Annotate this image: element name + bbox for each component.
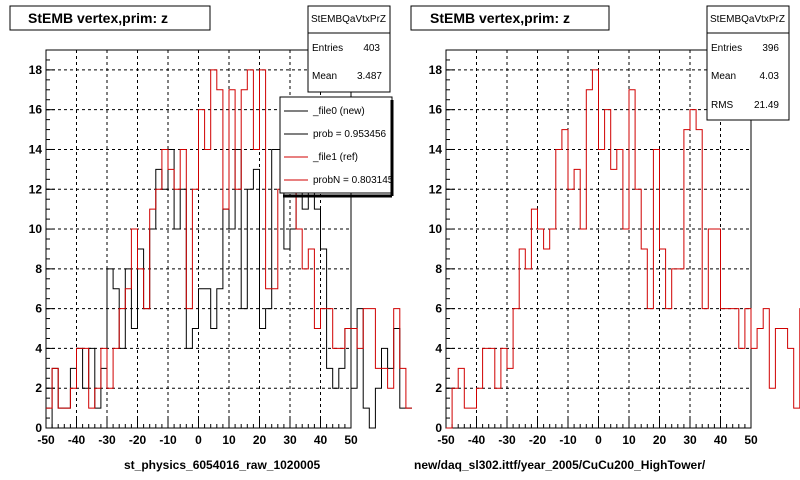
x-tick-label: -40 bbox=[468, 433, 486, 447]
left-title: StEMB vertex,prim: z bbox=[28, 10, 168, 26]
x-tick-label: -20 bbox=[129, 433, 147, 447]
y-tick-label: 0 bbox=[435, 421, 442, 435]
left-stats-entries-value: 403 bbox=[363, 43, 380, 54]
x-tick-label: 20 bbox=[653, 433, 667, 447]
legend-label-probN: probN = 0.803145 bbox=[313, 175, 394, 186]
histogram-series bbox=[446, 69, 800, 429]
histogram-file1-ref bbox=[46, 69, 412, 409]
x-tick-label: -20 bbox=[529, 433, 547, 447]
y-tick-label: 10 bbox=[29, 222, 43, 236]
x-tick-label: 30 bbox=[683, 433, 697, 447]
x-tick-label: -30 bbox=[498, 433, 516, 447]
right-title: StEMB vertex,prim: z bbox=[430, 10, 570, 26]
x-tick-label: 40 bbox=[314, 433, 328, 447]
legend-label-file1: _file1 (ref) bbox=[312, 152, 358, 163]
x-tick-label: -40 bbox=[68, 433, 86, 447]
left-stats-mean-label: Mean bbox=[312, 71, 337, 82]
x-tick-label: 10 bbox=[622, 433, 636, 447]
y-tick-label: 12 bbox=[29, 182, 43, 196]
y-tick-label: 8 bbox=[435, 262, 442, 276]
left-panel: StEMB vertex,prim: z -50 -40 -30 -20 -10 0 10 2… bbox=[9, 5, 412, 472]
legend-label-file0: _file0 (new) bbox=[312, 106, 365, 117]
y-tick-label: 16 bbox=[29, 103, 43, 117]
left-stats-entries-label: Entries bbox=[312, 43, 343, 54]
right-stats-mean-value: 4.03 bbox=[760, 71, 780, 82]
x-tick-label: -50 bbox=[437, 433, 455, 447]
x-tick-label: 30 bbox=[283, 433, 297, 447]
x-tick-label: -50 bbox=[37, 433, 55, 447]
y-tick-label: 14 bbox=[429, 142, 443, 156]
y-tick-label: 6 bbox=[35, 302, 42, 316]
y-tick-label: 16 bbox=[429, 103, 443, 117]
y-tick-label: 8 bbox=[35, 262, 42, 276]
right-stats-box: StEMBQaVtxPrZ Entries 396 Mean 4.03 RMS … bbox=[706, 5, 790, 121]
right-stats-name: StEMBQaVtxPrZ bbox=[710, 14, 785, 25]
legend: _file0 (new) prob = 0.953456 _file1 (ref… bbox=[279, 96, 394, 198]
y-tick-label: 18 bbox=[429, 63, 443, 77]
y-tick-label: 18 bbox=[29, 63, 43, 77]
right-stats-mean-label: Mean bbox=[711, 71, 736, 82]
x-tick-label: 0 bbox=[195, 433, 202, 447]
y-tick-label: 14 bbox=[29, 142, 43, 156]
left-stats-box: StEMBQaVtxPrZ Entries 403 Mean 3.487 bbox=[307, 5, 391, 93]
x-tick-label: -10 bbox=[559, 433, 577, 447]
x-tick-label: 50 bbox=[744, 433, 758, 447]
left-stats-mean-value: 3.487 bbox=[357, 71, 382, 82]
right-stats-rms-label: RMS bbox=[711, 100, 734, 111]
left-stats-name: StEMBQaVtxPrZ bbox=[311, 14, 386, 25]
right-x-axis-label: new/daq_sl302.ittf/year_2005/CuCu200_Hig… bbox=[414, 458, 706, 472]
y-tick-label: 4 bbox=[35, 341, 42, 355]
right-stats-rms-value: 21.49 bbox=[754, 100, 779, 111]
left-x-axis-label: st_physics_6054016_raw_1020005 bbox=[124, 458, 320, 472]
x-tick-label: 20 bbox=[253, 433, 267, 447]
x-tick-label: 0 bbox=[595, 433, 602, 447]
right-stats-entries-label: Entries bbox=[711, 43, 742, 54]
x-tick-label: -30 bbox=[98, 433, 116, 447]
right-stats-entries-value: 396 bbox=[762, 43, 779, 54]
x-tick-label: 10 bbox=[222, 433, 236, 447]
x-tick-label: 40 bbox=[714, 433, 728, 447]
y-tick-label: 6 bbox=[435, 302, 442, 316]
right-title-box bbox=[410, 5, 610, 31]
left-title-box bbox=[9, 5, 211, 31]
y-tick-label: 12 bbox=[429, 182, 443, 196]
y-tick-label: 10 bbox=[429, 222, 443, 236]
y-tick-label: 2 bbox=[435, 381, 442, 395]
y-tick-label: 0 bbox=[35, 421, 42, 435]
y-tick-label: 2 bbox=[35, 381, 42, 395]
x-tick-label: 50 bbox=[344, 433, 358, 447]
y-tick-label: 4 bbox=[435, 341, 442, 355]
x-tick-label: -10 bbox=[159, 433, 177, 447]
legend-label-prob: prob = 0.953456 bbox=[313, 129, 387, 140]
right-panel: StEMB vertex,prim: z -50 -40 -30 -20 -10 0 10 2… bbox=[410, 5, 800, 472]
right-plot-area: -50 -40 -30 -20 -10 0 10 20 30 40 50 0 2 4 6 8 10 12 14 16 1… bbox=[429, 49, 800, 447]
